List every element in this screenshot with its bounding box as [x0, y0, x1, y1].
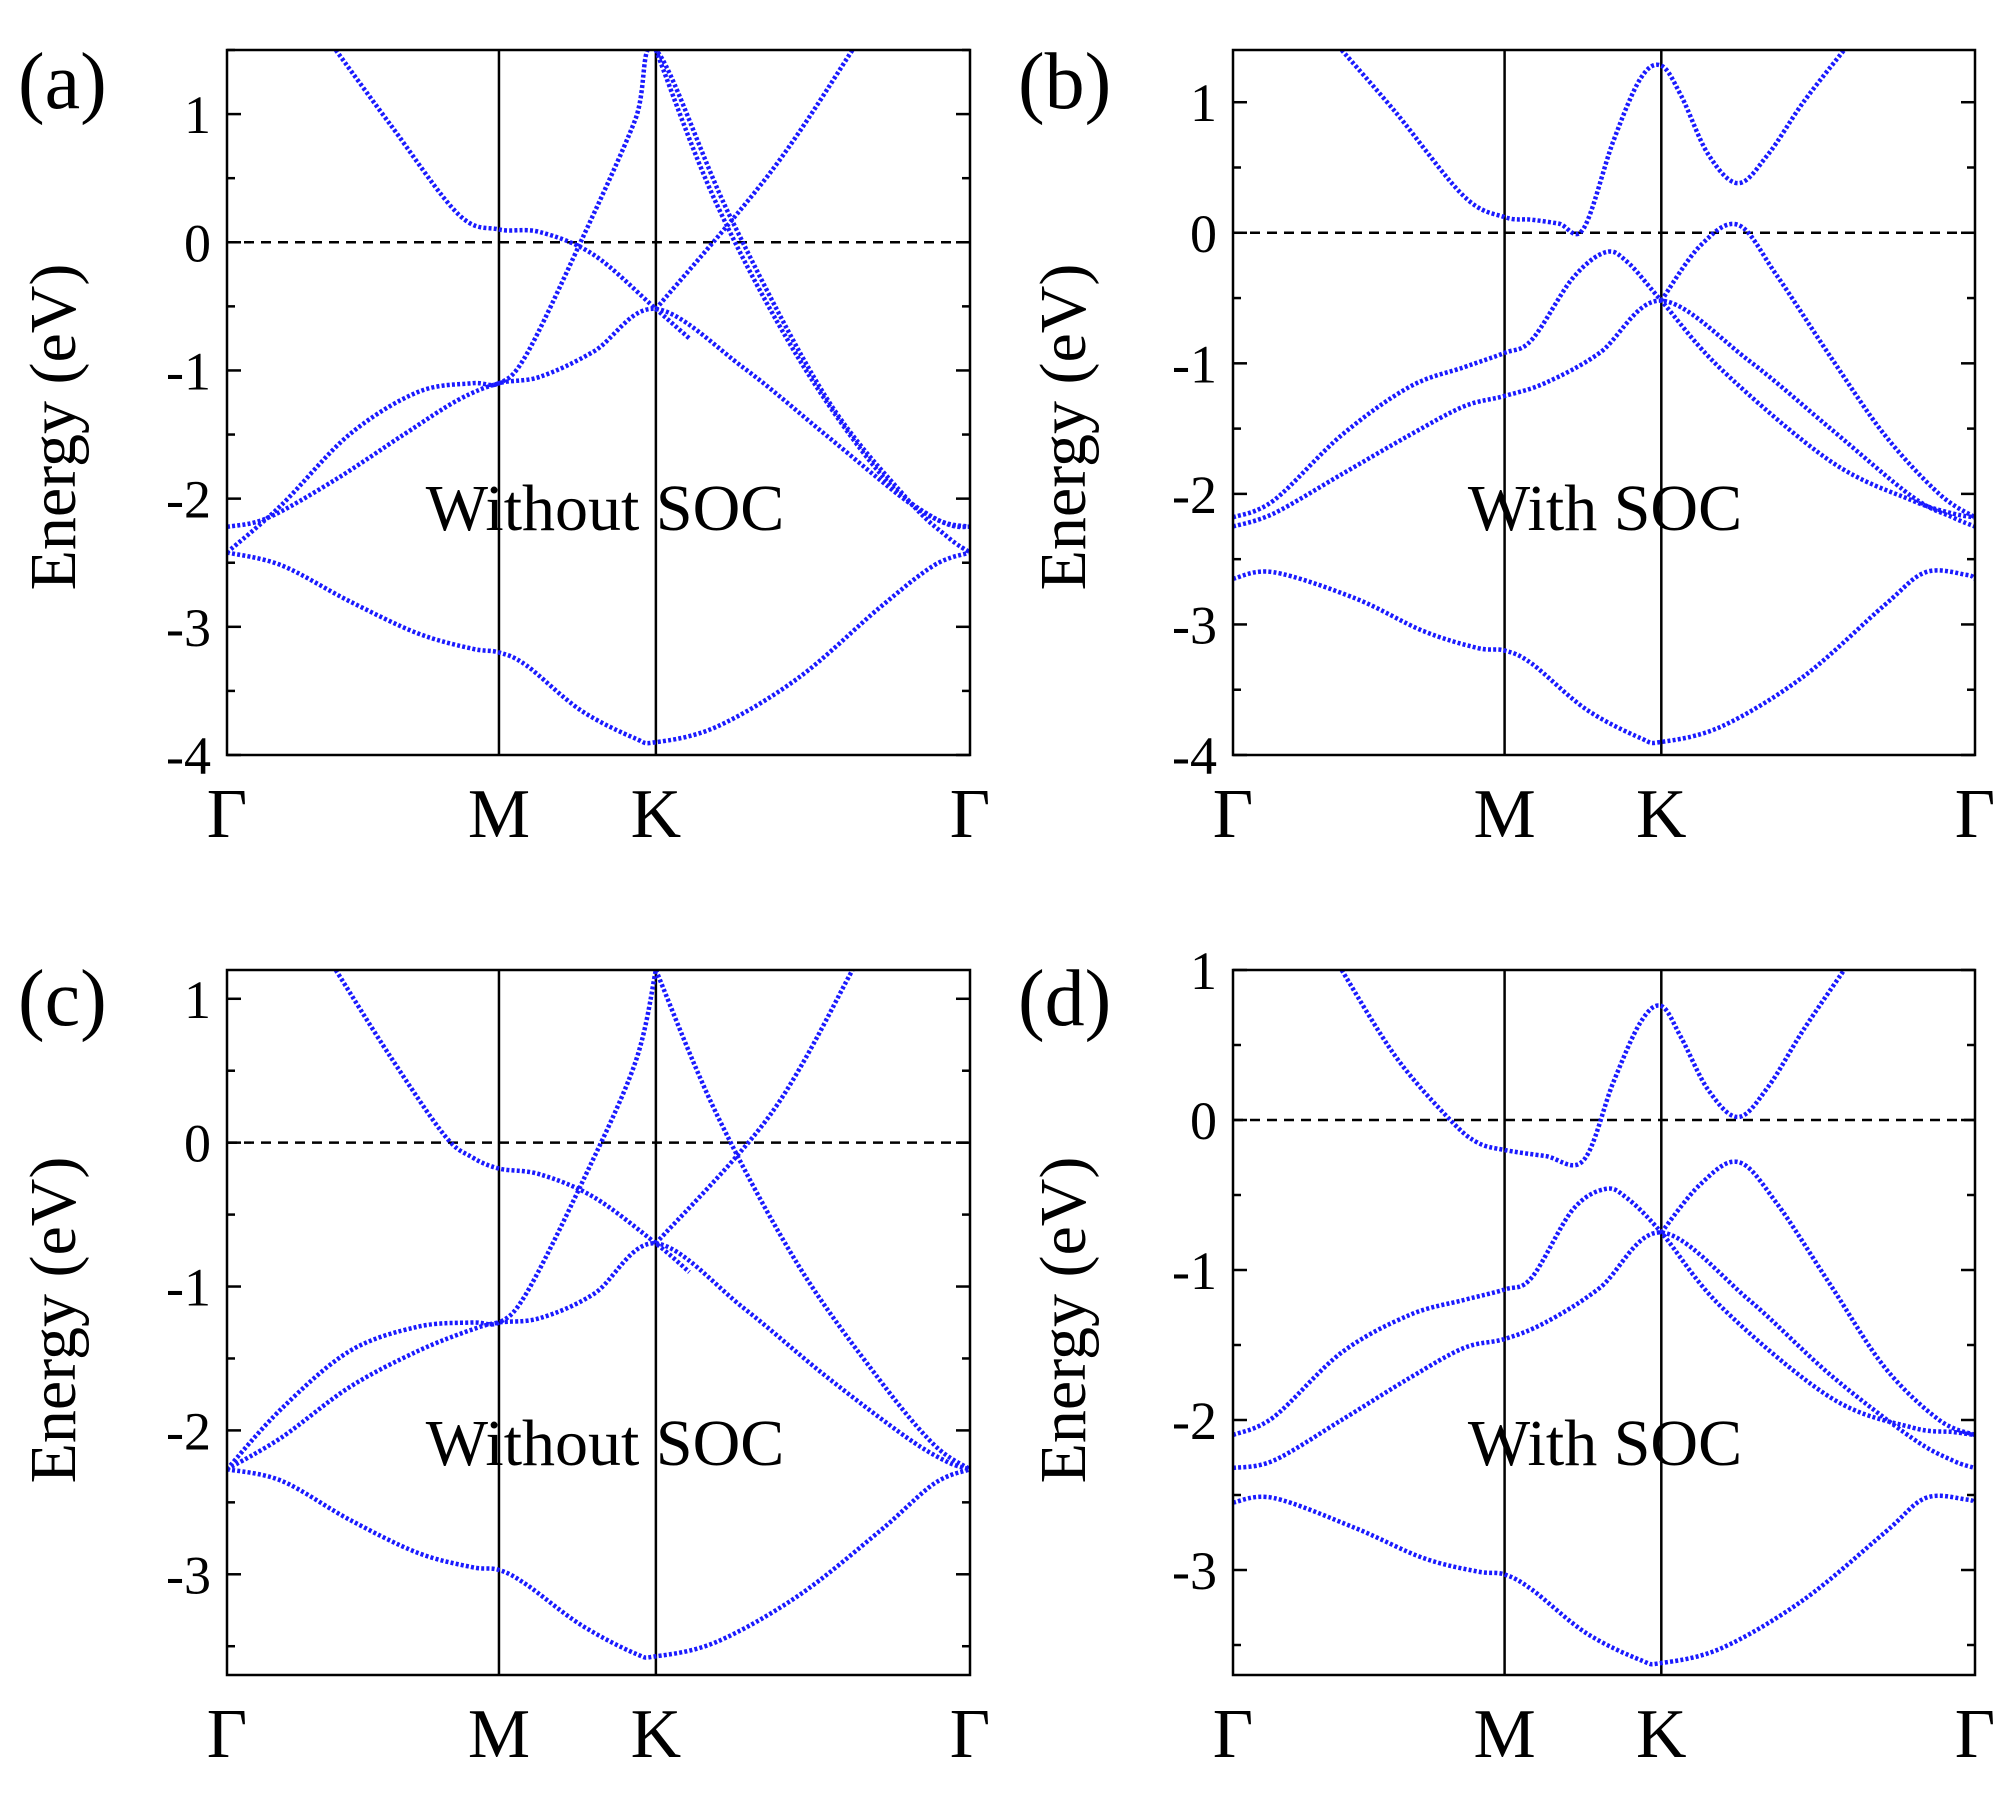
y-tick-label: -1: [166, 1258, 211, 1318]
y-tick-label: 0: [1190, 1091, 1217, 1151]
y-tick-label: -1: [166, 341, 211, 401]
band-line-1: [1233, 1493, 1975, 1667]
kpoint-label: Γ: [1213, 1696, 1253, 1773]
y-tick-label: -1: [1172, 1241, 1217, 1301]
band-line-5: [653, 970, 970, 1472]
bands: [227, 970, 970, 1660]
y-tick-label: 1: [1190, 73, 1217, 133]
plot-frame: [225, 48, 972, 757]
kpoint-label: Γ: [950, 1696, 990, 1773]
y-axis-label: Energy (eV): [17, 264, 90, 591]
plot-frame: [1231, 968, 1977, 1677]
soc-annotation: Without SOC: [426, 472, 785, 545]
band-line-1: [227, 550, 970, 746]
kpoint-label: Γ: [207, 776, 247, 853]
band-line-5: [1659, 1159, 1975, 1438]
band-line-6: [654, 50, 855, 311]
kpoint-label: M: [1473, 776, 1535, 853]
kpoint-label: Γ: [1213, 776, 1253, 853]
kpoint-label: Γ: [950, 776, 990, 853]
band-line-5: [1659, 221, 1975, 520]
y-tick-label: 1: [184, 970, 211, 1030]
band-line-4: [1339, 970, 1846, 1168]
band-line-2: [227, 1241, 970, 1472]
kpoint-label: K: [631, 1696, 682, 1773]
plot-frame: [225, 968, 972, 1677]
kpoint-label: M: [468, 1696, 530, 1773]
y-tick-label: 0: [1190, 204, 1217, 264]
y-axis-label: Energy (eV): [17, 1157, 90, 1484]
y-tick-label: -3: [166, 598, 211, 658]
band-line-4: [333, 50, 691, 341]
band-line-4: [333, 970, 691, 1274]
soc-annotation: With SOC: [1468, 1407, 1742, 1480]
bands: [1233, 970, 1975, 1667]
kpoint-label: Γ: [207, 1696, 247, 1773]
kpoint-label: M: [468, 776, 530, 853]
bands: [1233, 50, 1975, 746]
panel-c: -3 -2 -1 0 1 Γ M K Γ Energy (eV) (c) Without SOC: [17, 955, 990, 1773]
band-line-2: [1233, 1230, 1975, 1471]
bands: [227, 50, 970, 746]
y-tick-label: -3: [1172, 1541, 1217, 1601]
band-line-6: [654, 970, 855, 1245]
y-tick-label: -4: [166, 726, 211, 786]
band-line-2: [1233, 298, 1975, 529]
band-line-3: [1233, 1186, 1975, 1438]
y-tick-label: -2: [166, 1401, 211, 1461]
y-tick-label: 0: [184, 213, 211, 273]
panel-d: -3 -2 -1 0 1 Γ M K Γ Energy (eV) (d) With SOC: [1018, 941, 1995, 1773]
y-tick-label: 1: [184, 85, 211, 145]
kpoint-label: Γ: [1955, 1696, 1995, 1773]
kpoint-label: K: [1636, 1696, 1687, 1773]
kpoint-label: M: [1473, 1696, 1535, 1773]
panel-b: -4 -3 -2 -1 0 1 Γ M K Γ Energy (eV) (b) With SOC: [1018, 38, 1995, 853]
band-line-3: [1233, 249, 1975, 520]
soc-annotation: With SOC: [1468, 472, 1742, 545]
y-axis-label: Energy (eV): [1027, 1157, 1100, 1484]
band-line-2: [227, 306, 970, 530]
plot-frame: [1231, 48, 1977, 757]
kpoint-label: K: [631, 776, 682, 853]
band-line-3: [227, 970, 659, 1471]
y-tick-label: -2: [1172, 465, 1217, 525]
band-line-1: [227, 1467, 970, 1660]
kpoint-label: Γ: [1955, 776, 1995, 853]
soc-annotation: Without SOC: [426, 1407, 785, 1480]
band-line-5: [653, 50, 970, 530]
y-tick-label: -2: [166, 470, 211, 530]
panel-a: -4 -3 -2 -1 0 1 Γ M K Γ Energy (eV) (a) Without SOC: [17, 38, 990, 853]
panel-label: (a): [18, 38, 107, 126]
y-tick-label: 0: [184, 1114, 211, 1174]
y-tick-label: 1: [1190, 941, 1217, 1001]
panel-label: (c): [18, 955, 107, 1043]
band-line-4: [1339, 50, 1846, 237]
y-tick-label: -3: [1172, 595, 1217, 655]
band-line-1: [1233, 568, 1975, 746]
panel-label: (b): [1018, 38, 1111, 126]
y-tick-label: -3: [166, 1545, 211, 1605]
kpoint-label: K: [1636, 776, 1687, 853]
y-axis-label: Energy (eV): [1027, 264, 1100, 591]
y-tick-label: -4: [1172, 726, 1217, 786]
y-tick-label: -1: [1172, 334, 1217, 394]
y-tick-label: -2: [1172, 1391, 1217, 1451]
panel-label: (d): [1018, 955, 1111, 1043]
